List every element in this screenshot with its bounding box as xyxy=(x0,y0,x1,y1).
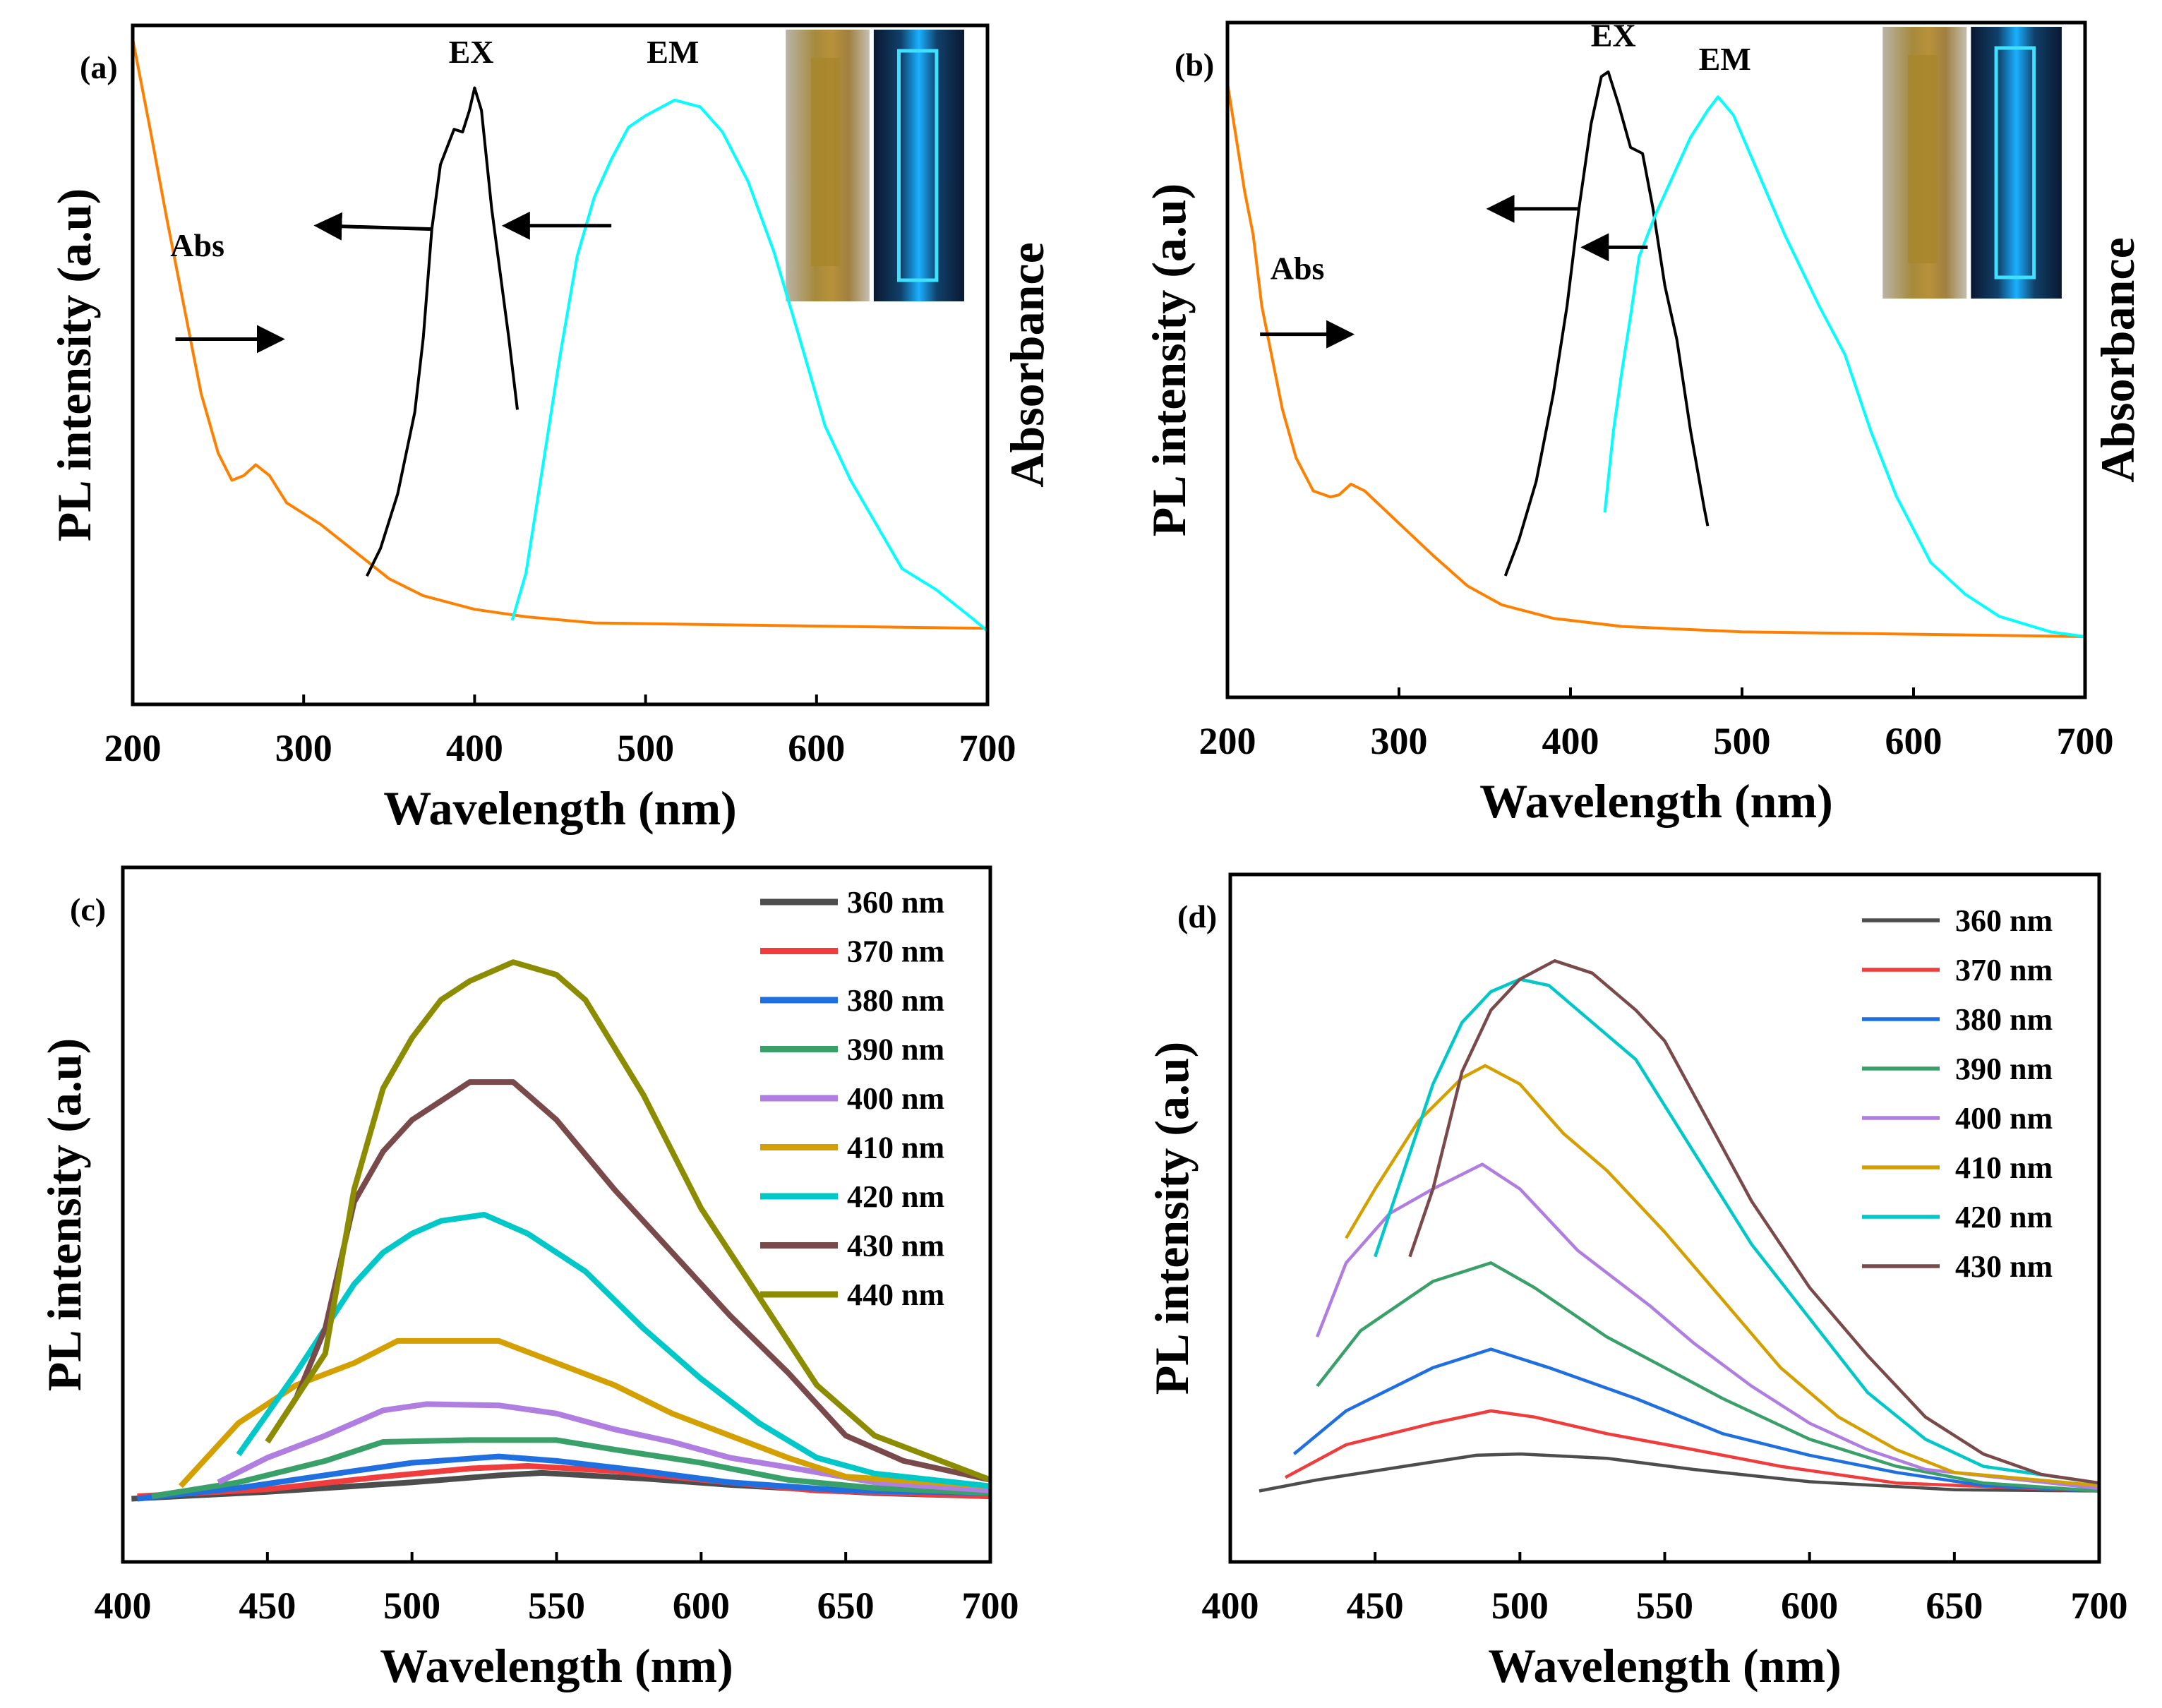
legend-label: 380 nm xyxy=(1955,1002,2053,1037)
x-tick-label: 550 xyxy=(528,1584,585,1627)
x-tick-label: 650 xyxy=(817,1584,875,1627)
legend-label: 430 nm xyxy=(1955,1249,2053,1284)
series-line-440-nm xyxy=(265,959,992,1483)
legend-label: 410 nm xyxy=(847,1131,944,1165)
legend-label: 400 nm xyxy=(1955,1101,2053,1136)
series-line-abs xyxy=(1226,83,2086,638)
inset-photo-uv xyxy=(873,30,965,301)
inset-vial-yellow xyxy=(1907,55,1938,263)
annotation-label-abs: Abs xyxy=(1271,250,1325,286)
legend-label: 370 nm xyxy=(1955,953,2053,987)
legend-label: 370 nm xyxy=(847,934,944,969)
x-tick-label: 200 xyxy=(1199,720,1256,762)
arrow-icon xyxy=(313,212,432,241)
x-tick-label: 300 xyxy=(1371,720,1428,762)
legend-label: 410 nm xyxy=(1955,1150,2053,1185)
x-tick-label: 200 xyxy=(104,727,162,769)
series-line-abs xyxy=(131,38,988,630)
x-tick-label: 300 xyxy=(275,727,332,769)
x-tick-label: 500 xyxy=(383,1584,440,1627)
legend-label: 390 nm xyxy=(1955,1052,2053,1086)
inset-vial-fluorescent xyxy=(1994,46,2036,279)
annotation-label-abs: Abs xyxy=(170,227,224,263)
series-line-ex xyxy=(366,86,519,577)
x-tick-label: 600 xyxy=(1781,1584,1838,1627)
panel-label: (c) xyxy=(70,891,106,927)
panel-c: 400 450 500 550 600 650 700 Wavelength (nm) PL i… xyxy=(37,865,1019,1692)
series-line-360-nm xyxy=(1259,1452,2100,1493)
x-tick-label: 400 xyxy=(1542,720,1599,762)
x-tick-label: 400 xyxy=(95,1584,152,1627)
panel-d: 400 450 500 550 600 650 700 Wavelength (nm) PL i… xyxy=(1145,872,2128,1692)
x-tick-label: 500 xyxy=(1491,1584,1549,1627)
x-tick-label: 700 xyxy=(2071,1584,2128,1627)
series-line-420-nm xyxy=(236,1212,991,1489)
inset-vial-fluorescent xyxy=(896,49,939,282)
series-line-390-nm xyxy=(151,1437,991,1499)
annotation-label-ex: EX xyxy=(1591,17,1636,53)
series-line-420-nm xyxy=(1374,978,2100,1485)
x-tick-label: 400 xyxy=(446,727,503,769)
series-line-380-nm xyxy=(137,1453,991,1502)
y-axis-title-right: Absorbance xyxy=(1000,242,1054,488)
x-tick-label: 450 xyxy=(239,1584,296,1627)
x-axis-title: Wavelength (nm) xyxy=(1488,1639,1842,1692)
x-axis-title: Wavelength (nm) xyxy=(383,781,737,835)
series-line-em xyxy=(1603,95,2086,638)
annotation-label-ex: EX xyxy=(449,34,494,70)
x-tick-label: 550 xyxy=(1636,1584,1693,1627)
y-axis-title: PL intensity (a.u) xyxy=(1145,1042,1199,1395)
x-tick-label: 700 xyxy=(962,1584,1019,1627)
legend-label: 390 nm xyxy=(847,1033,944,1067)
x-tick-label: 600 xyxy=(1885,720,1942,762)
plot-frame xyxy=(121,865,992,1564)
panel-label: (d) xyxy=(1177,898,1217,934)
legend-label: 400 nm xyxy=(847,1081,944,1116)
inset-photo-uv xyxy=(1971,27,2062,299)
x-tick-label: 500 xyxy=(617,727,674,769)
y-axis-title: PL intensity (a.u) xyxy=(37,1038,91,1392)
x-tick-label: 400 xyxy=(1202,1584,1259,1627)
x-tick-label: 500 xyxy=(1714,720,1771,762)
annotation-label-em: EM xyxy=(647,34,699,70)
y-axis-title: PL intensity (a.u) xyxy=(47,188,101,542)
inset-vial-yellow xyxy=(810,58,841,266)
legend-label: 420 nm xyxy=(847,1179,944,1214)
y-axis-title: PL intensity (a.u) xyxy=(1142,184,1196,537)
annotation-label-em: EM xyxy=(1699,41,1751,77)
legend-label: 430 nm xyxy=(847,1229,944,1263)
x-axis-title: Wavelength (nm) xyxy=(380,1639,733,1692)
series-line-400-nm xyxy=(217,1401,991,1493)
series-line-em xyxy=(510,98,989,632)
panel-b: 200 300 400 500 600 700 Wavelength (nm) PL inte… xyxy=(1142,17,2144,828)
y-axis-title-right: Absorbance xyxy=(2091,237,2144,483)
plot-frame xyxy=(131,23,990,706)
series-line-400-nm xyxy=(1316,1162,2100,1491)
series-line-390-nm xyxy=(1316,1261,2100,1493)
panel-label: (b) xyxy=(1175,47,1214,83)
legend-label: 380 nm xyxy=(847,983,944,1018)
x-axis-title: Wavelength (nm) xyxy=(1479,774,1833,828)
panel-a: 200 300 400 500 600 700 Wavelength (nm) PL inte… xyxy=(47,23,1054,835)
x-tick-label: 600 xyxy=(673,1584,730,1627)
series-line-430-nm xyxy=(1408,959,2100,1485)
legend-label: 360 nm xyxy=(1955,903,2053,938)
series-line-ex xyxy=(1503,70,1710,577)
panel-label: (a) xyxy=(80,49,118,85)
x-tick-label: 600 xyxy=(788,727,845,769)
series-line-370-nm xyxy=(1284,1409,2100,1493)
legend-label: 420 nm xyxy=(1955,1200,2053,1234)
legend-label: 360 nm xyxy=(847,885,944,920)
legend-label: 440 nm xyxy=(847,1277,944,1312)
series-line-410-nm xyxy=(1345,1064,2100,1487)
plot-frame xyxy=(1225,20,2087,699)
x-tick-label: 450 xyxy=(1347,1584,1404,1627)
x-tick-label: 700 xyxy=(2057,720,2114,762)
x-tick-label: 650 xyxy=(1926,1584,1983,1627)
series-line-380-nm xyxy=(1292,1347,2100,1493)
x-tick-label: 700 xyxy=(959,727,1016,769)
